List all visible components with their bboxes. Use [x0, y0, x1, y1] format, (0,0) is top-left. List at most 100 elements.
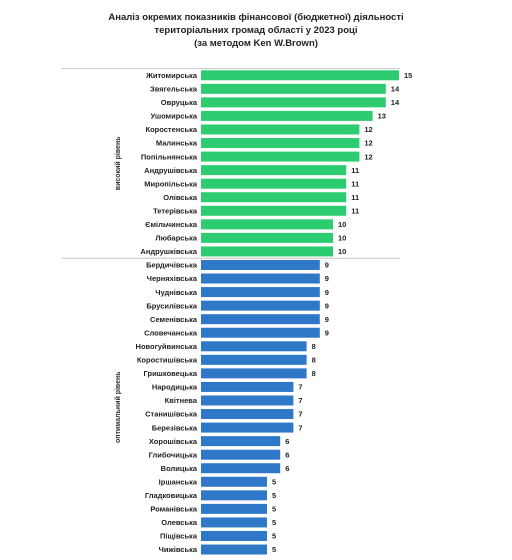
bar	[201, 463, 281, 474]
bar	[201, 259, 320, 270]
bar	[201, 151, 360, 162]
category-label: Коростенська	[146, 125, 198, 134]
category-label: Житомирська	[145, 71, 198, 80]
bars	[201, 70, 399, 555]
category-label: Черняхівська	[147, 274, 198, 283]
bar	[201, 530, 267, 541]
data-label: 12	[364, 139, 372, 148]
bar	[201, 476, 267, 487]
data-label: 7	[298, 383, 302, 392]
bar	[201, 490, 267, 501]
category-label: Чуднівська	[155, 288, 198, 297]
chart-title-line: територіальних громад області у 2023 роц…	[154, 25, 357, 36]
category-label: Брусилівська	[146, 301, 197, 310]
data-label: 14	[391, 85, 400, 94]
category-label: Андрушівська	[144, 166, 198, 175]
category-label: Чижівська	[159, 545, 198, 554]
bar	[201, 124, 360, 135]
data-label: 11	[351, 166, 359, 175]
category-label: Олівська	[163, 193, 198, 202]
chart-title-line: Аналіз окремих показників фінансової (бю…	[108, 12, 403, 23]
bar	[201, 287, 320, 298]
category-label: Андрушківська	[140, 247, 197, 256]
data-label: 9	[325, 261, 329, 270]
data-label: 11	[351, 179, 359, 188]
data-label: 7	[298, 396, 302, 405]
group-label: високий рівень	[114, 136, 122, 190]
data-label: 9	[325, 288, 329, 297]
category-label: Ушомирська	[150, 112, 197, 121]
data-label: 9	[325, 274, 329, 283]
category-label: Попільнянська	[141, 152, 198, 161]
data-label: 9	[325, 328, 329, 337]
bar	[201, 381, 294, 392]
data-label: 9	[325, 301, 329, 310]
bar	[201, 83, 386, 94]
data-label: 11	[351, 206, 359, 215]
category-label: Волицька	[161, 464, 198, 473]
category-label: Квітнева	[165, 396, 198, 405]
data-label: 7	[298, 423, 302, 432]
group-labels: високий рівень оптимальний рівень	[114, 136, 122, 443]
data-label: 5	[272, 505, 276, 514]
category-label: Олевська	[161, 518, 198, 527]
data-label: 8	[312, 342, 316, 351]
data-label: 10	[338, 220, 346, 229]
category-label: Словечанська	[144, 328, 198, 337]
category-label: Семенівська	[150, 315, 198, 324]
chart-title: Аналіз окремих показників фінансової (бю…	[108, 12, 403, 49]
bar	[201, 409, 294, 420]
bar	[201, 219, 333, 230]
data-label: 11	[351, 193, 359, 202]
category-label: Гришковецька	[144, 369, 198, 378]
category-label: Піщівська	[160, 532, 198, 541]
bar	[201, 70, 399, 81]
bar	[201, 354, 307, 365]
bar	[201, 273, 320, 284]
category-label: Романівська	[150, 505, 197, 514]
bar	[201, 422, 294, 433]
data-label: 15	[404, 71, 412, 80]
bar	[201, 503, 267, 514]
bar	[201, 232, 333, 243]
category-label: Хорошівська	[149, 437, 198, 446]
bar	[201, 97, 386, 108]
data-label: 5	[272, 477, 276, 486]
data-label: 14	[391, 98, 400, 107]
bar	[201, 368, 307, 379]
group-separators	[62, 68, 400, 259]
category-labels: Житомирська Звягельська Овруцька Ушомирська…	[136, 71, 198, 554]
data-label: 5	[272, 532, 276, 541]
category-label: Малинська	[156, 139, 198, 148]
bar	[201, 300, 320, 311]
bar	[201, 517, 267, 528]
category-label: Станишівська	[145, 410, 198, 419]
bar	[201, 165, 347, 176]
category-label: Глибочицька	[149, 450, 198, 459]
data-label: 13	[378, 112, 386, 121]
data-label: 6	[285, 437, 289, 446]
category-label: Коростишівська	[137, 356, 198, 365]
category-label: Овруцька	[161, 98, 198, 107]
bar	[201, 544, 267, 555]
data-label: 6	[285, 450, 289, 459]
category-label: Любарська	[155, 234, 197, 243]
data-label: 12	[364, 125, 372, 134]
bar	[201, 327, 320, 338]
category-label: Ємільчинська	[145, 220, 198, 229]
category-label: Бердичівська	[146, 261, 198, 270]
value-labels: 1514141312121211111111101010999999888777…	[272, 71, 412, 554]
bar	[201, 395, 294, 406]
bar	[201, 192, 347, 203]
data-label: 10	[338, 247, 346, 256]
category-label: Березівська	[152, 423, 198, 432]
data-label: 5	[272, 518, 276, 527]
category-label: Гладковицька	[145, 491, 198, 500]
bar	[201, 178, 347, 189]
bar	[201, 110, 373, 121]
data-label: 6	[285, 464, 289, 473]
category-label: Тетерівська	[153, 206, 198, 215]
category-label: Іршанська	[159, 477, 198, 486]
category-label: Новогуйвинська	[136, 342, 198, 351]
bar	[201, 138, 360, 149]
